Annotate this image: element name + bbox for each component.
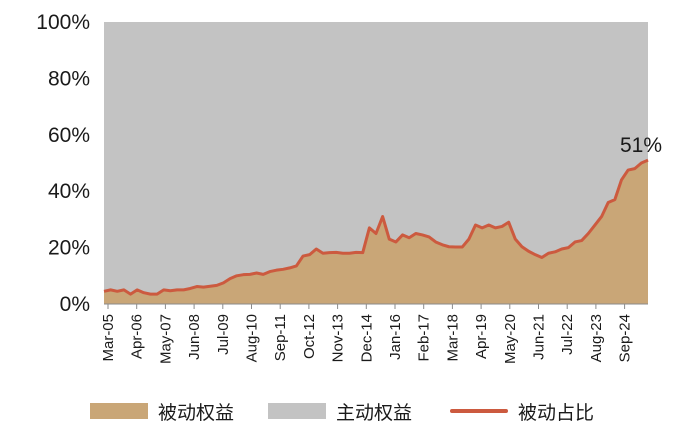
passive-share-line: [103, 158, 649, 296]
x-tick-label: Sep-11: [272, 314, 289, 361]
legend-label-passive: 被动权益: [158, 401, 235, 424]
x-tick-label: Jun-21: [531, 314, 548, 360]
legend-item-share: 被动占比: [450, 398, 594, 424]
x-tick-label: Mar-05: [100, 314, 117, 362]
x-tick-label: Aug-23: [588, 314, 605, 362]
x-tick-label: Jan-16: [387, 314, 404, 360]
y-tick-label: 60%: [48, 124, 90, 147]
latest-share-annotation: 51%: [620, 134, 662, 157]
legend-item-passive: 被动权益: [90, 398, 234, 424]
legend-item-active: 主动权益: [268, 398, 412, 424]
x-tick-label: Apr-06: [129, 314, 146, 359]
legend-label-share: 被动占比: [518, 401, 595, 424]
y-tick-label: 100%: [36, 11, 90, 34]
legend-swatch-active: [268, 403, 326, 419]
y-tick-label: 80%: [48, 67, 90, 90]
x-tick-label: Jul-22: [559, 314, 576, 355]
passive-equity-area: [104, 160, 648, 304]
active-equity-area: [104, 22, 648, 295]
x-tick-label: Oct-12: [301, 314, 318, 359]
y-tick-label: 0%: [60, 293, 90, 316]
x-tick-label: Feb-17: [416, 314, 433, 362]
chart-canvas: 0% 20% 40% 60% 80% 100% Mar-05 Apr-06 May-07 Jun…: [36, 11, 662, 364]
x-tick-label: Mar-18: [444, 314, 461, 362]
legend-swatch-share: [450, 409, 508, 413]
y-tick-label: 20%: [48, 237, 90, 260]
x-tick-label: Dec-14: [358, 314, 375, 362]
y-tick-label: 40%: [48, 180, 90, 203]
legend-label-active: 主动权益: [336, 401, 413, 424]
x-tick-label: Sep-24: [617, 314, 634, 362]
x-tick-label: Jul-09: [215, 314, 232, 355]
x-tick-label: Apr-19: [473, 314, 490, 359]
x-tick-label: May-20: [502, 314, 519, 364]
legend-swatch-passive: [90, 403, 148, 419]
x-tick-label: Nov-13: [330, 314, 347, 362]
x-tick-label: Aug-10: [244, 314, 261, 362]
y-axis: 0% 20% 40% 60% 80% 100%: [36, 11, 90, 316]
x-axis: Mar-05 Apr-06 May-07 Jun-08 Jul-09 Aug-10 Sep-…: [100, 303, 648, 364]
legend: 被动权益 主动权益 被动占比: [0, 392, 700, 432]
x-tick-label: May-07: [157, 314, 174, 364]
x-tick-label: Jun-08: [186, 314, 203, 360]
